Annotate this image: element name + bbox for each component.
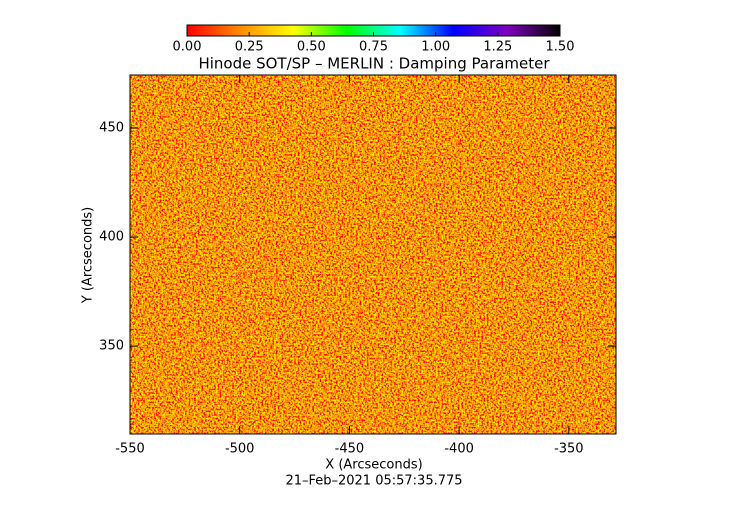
colorbar-tick-label: 0.25 [235,40,264,55]
x-axis-title: X (Arcseconds) [325,458,422,473]
y-tick-label: 350 [99,339,124,354]
x-tick-label: -500 [225,442,255,457]
colorbar-tick-label: 1.00 [421,40,450,55]
map-image [130,75,616,434]
chart-title: Hinode SOT/SP – MERLIN : Damping Paramet… [198,55,550,73]
colorbar-tick-label: 1.50 [546,40,575,55]
colorbar-tick-label: 0.75 [359,40,388,55]
colorbar-tick-label: 0.00 [173,40,202,55]
x-tick-label: -550 [115,442,145,457]
y-tick-label: 450 [99,120,124,135]
x-tick-label: -400 [444,442,474,457]
plot-frame [129,74,617,435]
colorbar-tick-label: 1.25 [483,40,512,55]
colorbar-tick-label: 0.50 [297,40,326,55]
y-tick-label: 400 [99,230,124,245]
timestamp: 21–Feb–2021 05:57:35.775 [285,474,462,489]
x-tick-label: -450 [335,442,365,457]
y-axis-title: Y (Arcseconds) [81,207,96,304]
x-tick-label: -350 [554,442,584,457]
